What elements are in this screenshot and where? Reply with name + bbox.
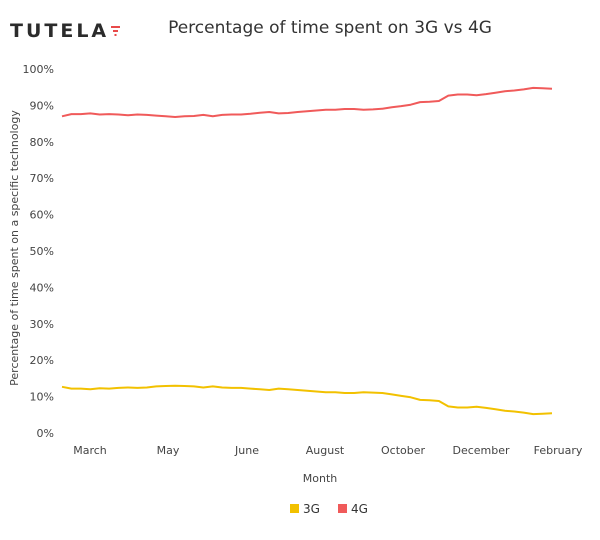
y-tick-label: 90%: [30, 99, 54, 112]
y-axis-label: Percentage of time spent on a specific t…: [8, 110, 21, 386]
x-tick-label: August: [306, 444, 345, 457]
y-tick-label: 50%: [30, 245, 54, 258]
x-tick-label: February: [534, 444, 583, 457]
legend: 3G 4G: [290, 502, 368, 516]
y-tick-label: 10%: [30, 391, 54, 404]
x-tick-label: May: [157, 444, 180, 457]
chart-title: Percentage of time spent on 3G vs 4G: [168, 18, 492, 38]
series-line-3g: [61, 384, 553, 416]
y-axis-ticks: 0% 10% 20% 30% 40% 50% 60% 70% 80% 90% 100%: [23, 63, 54, 440]
x-tick-label: March: [73, 444, 107, 457]
tutela-logo: TUTELA: [10, 18, 122, 44]
y-tick-label: 40%: [30, 281, 54, 294]
legend-label-3g: 3G: [303, 502, 320, 516]
y-tick-label: 80%: [30, 136, 54, 149]
series-line-4g: [61, 86, 553, 118]
y-tick-label: 70%: [30, 172, 54, 185]
x-tick-label: June: [234, 444, 259, 457]
legend-label-4g: 4G: [351, 502, 368, 516]
x-tick-label: October: [381, 444, 425, 457]
y-tick-label: 30%: [30, 318, 54, 331]
logo-mark-icon: [111, 26, 121, 36]
logo-text: TUTELA: [10, 20, 110, 42]
y-tick-label: 100%: [23, 63, 54, 76]
legend-swatch-4g: [338, 504, 347, 513]
legend-swatch-3g: [290, 504, 299, 513]
series-lines: [61, 86, 553, 416]
x-axis-ticks: March May June August October December Februar…: [73, 444, 583, 457]
y-tick-label: 0%: [37, 427, 54, 440]
x-axis-label: Month: [303, 472, 338, 485]
y-tick-label: 20%: [30, 354, 54, 367]
x-tick-label: December: [452, 444, 510, 457]
y-tick-label: 60%: [30, 209, 54, 222]
